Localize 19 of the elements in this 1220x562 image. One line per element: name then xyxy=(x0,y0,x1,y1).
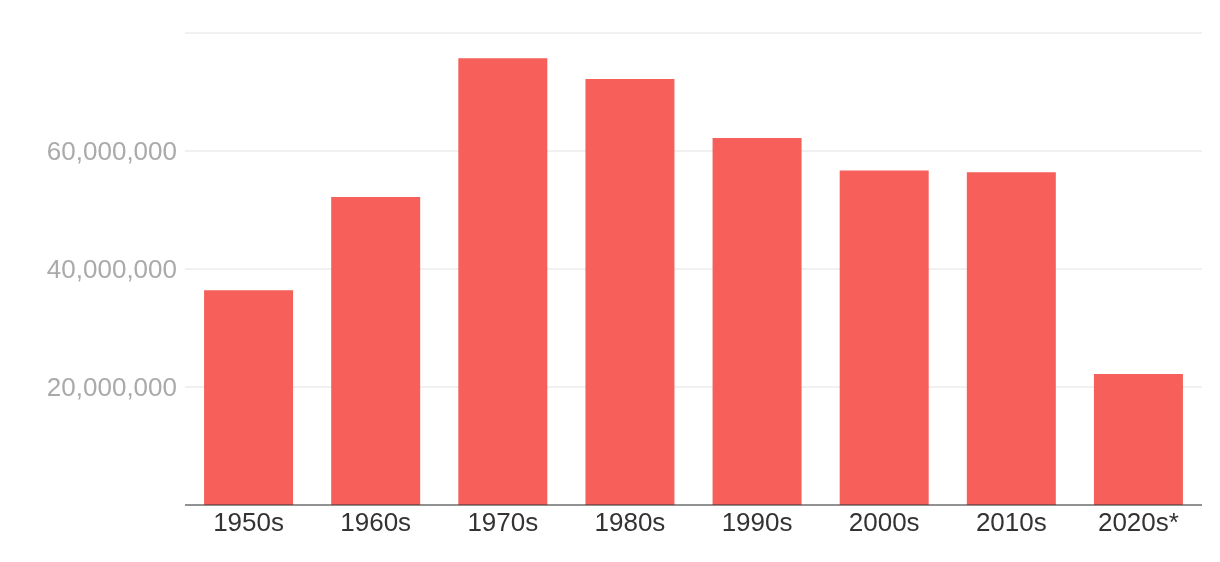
bar xyxy=(966,172,1056,505)
x-tick-label: 1960s xyxy=(340,507,412,538)
bar xyxy=(458,58,548,505)
x-tick-label: 2000s xyxy=(848,507,920,538)
x-tick-label: 1970s xyxy=(467,507,539,538)
bar xyxy=(1093,374,1183,505)
x-tick-label: 1980s xyxy=(594,507,666,538)
y-tick-label: 60,000,000 xyxy=(46,136,177,167)
bar xyxy=(712,138,802,505)
bar xyxy=(204,290,294,505)
bar xyxy=(331,197,421,505)
bar xyxy=(839,170,929,505)
x-tick-label: 2020s* xyxy=(1097,507,1179,538)
bar xyxy=(585,79,675,505)
x-tick-label: 1950s xyxy=(213,507,284,538)
x-tick-label: 1990s xyxy=(721,507,793,538)
y-tick-label: 40,000,000 xyxy=(46,254,177,285)
x-tick-label: 2010s xyxy=(975,507,1047,538)
y-tick-label: 20,000,000 xyxy=(46,372,177,403)
